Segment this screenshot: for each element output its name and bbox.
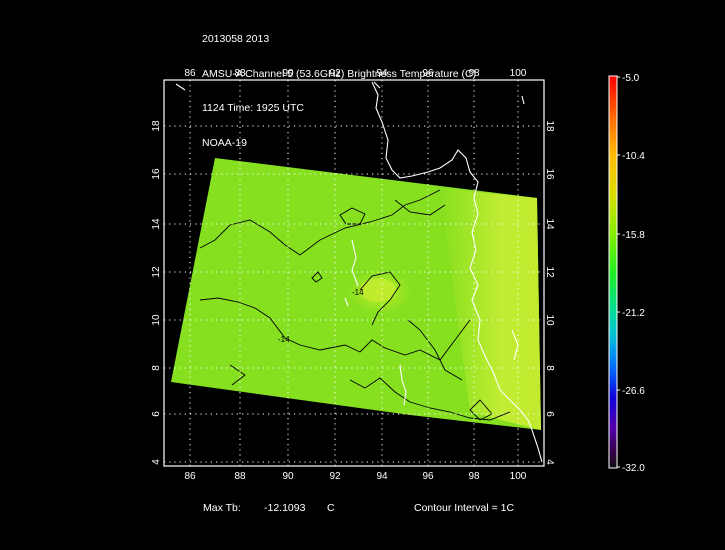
lon-tick-bottom: 100 (510, 471, 527, 482)
colorbar-label: -26.6 (622, 386, 645, 397)
colorbar-label: -15.8 (622, 230, 645, 241)
lon-tick-bottom: 88 (234, 471, 246, 482)
warm-region-core (360, 278, 396, 302)
contour-line (394, 199, 446, 216)
date-line: 2013058 2013 (202, 33, 270, 45)
contour-line (311, 271, 323, 283)
contour-interval: Contour Interval = 1C (414, 502, 515, 514)
contour-line (339, 207, 366, 225)
lat-tick-left: 18 (151, 120, 162, 132)
warm-region-east (440, 188, 541, 430)
lat-tick-left: 4 (151, 459, 162, 465)
product-title: AMSU-A Channel 5 (53.6GHz) Brightness Te… (202, 67, 477, 80)
lat-tick-left: 12 (151, 266, 162, 278)
contour-lines (199, 189, 511, 421)
lon-tick-top: 86 (184, 68, 196, 79)
contour-line (199, 297, 471, 361)
lon-tick-bottom: 98 (468, 471, 480, 482)
lat-tick-right: 4 (544, 459, 555, 465)
colorbar (608, 75, 618, 469)
lon-tick-top: 98 (468, 68, 480, 79)
max-tb-value: -12.1093 (264, 502, 306, 514)
lat-tick-right: 18 (544, 120, 555, 132)
lat-tick-right: 6 (544, 411, 555, 417)
lat-tick-left: 16 (151, 168, 162, 180)
lon-tick-bottom: 94 (376, 471, 388, 482)
contour-label: -14 (352, 288, 364, 297)
lon-tick-top: 88 (234, 68, 246, 79)
lat-tick-left: 8 (151, 365, 162, 371)
satellite-name: NOAA-19 (202, 136, 247, 149)
lon-tick-bottom: 96 (422, 471, 434, 482)
colorbar-label: -5.0 (622, 73, 640, 84)
lat-tick-left: 6 (151, 411, 162, 417)
lon-tick-top: 94 (376, 68, 388, 79)
contour-line (359, 271, 401, 326)
lon-tick-top: 96 (422, 68, 434, 79)
time-line: 1124 Time: 1925 UTC (202, 102, 304, 114)
lat-tick-right: 16 (544, 168, 555, 180)
lon-tick-bottom: 92 (329, 471, 341, 482)
lon-tick-bottom: 86 (184, 471, 196, 482)
coastline-mainland (371, 81, 543, 463)
max-tb-unit: C (327, 502, 335, 514)
lat-tick-left: 10 (151, 314, 162, 326)
map-header: 2013058 2013 AMSU-A Channel 5 (53.6GHz) … (202, 11, 476, 161)
lon-tick-top: 92 (329, 68, 341, 79)
lat-tick-right: 8 (544, 365, 555, 371)
map-frame (163, 79, 545, 467)
lon-tick-top: 100 (510, 68, 527, 79)
lon-tick-top: 90 (282, 68, 294, 79)
colorbar-label: -21.2 (622, 308, 645, 319)
lat-tick-left: 14 (151, 218, 162, 230)
lat-tick-right: 12 (544, 266, 555, 278)
lon-tick-bottom: 90 (282, 471, 294, 482)
lat-tick-right: 10 (544, 314, 555, 326)
coastline (175, 81, 543, 463)
contour-line (349, 377, 511, 421)
contour-line (229, 364, 246, 386)
coastline-islands (175, 81, 525, 406)
contour-line (407, 319, 463, 381)
max-tb-label: Max Tb: (203, 502, 241, 514)
contour-label: -14 (278, 335, 290, 344)
colorbar-label: -32.0 (622, 463, 645, 474)
colorbar-label: -10.4 (622, 151, 645, 162)
graticule (164, 80, 544, 466)
lat-tick-right: 14 (544, 218, 555, 230)
